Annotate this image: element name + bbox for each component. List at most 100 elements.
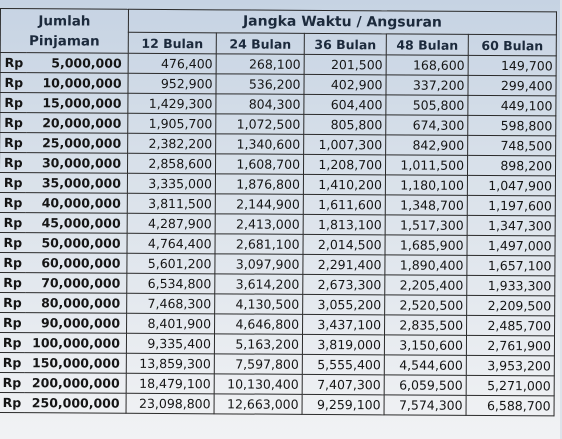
installment-cell: 805,800 [303,114,386,135]
currency-label: Rp [0,312,25,333]
installment-cell: 299,400 [467,75,557,96]
installment-cell: 4,764,400 [127,233,216,254]
installment-cell: 2,485,700 [466,315,555,336]
installment-cell: 952,900 [127,73,217,94]
installment-cell: 168,600 [386,54,469,76]
installment-cell: 2,014,500 [303,234,386,255]
installment-cell: 1,180,100 [385,174,468,196]
installment-cell: 1,497,000 [467,235,556,256]
installment-cell: 1,429,300 [127,93,216,114]
currency-label: Rp [0,52,27,73]
installment-cell: 2,761,900 [466,335,555,356]
installment-cell: 5,271,000 [466,375,555,396]
installment-cell: 1,608,700 [215,153,304,175]
loan-amount-cell: 30,000,000 [25,152,128,174]
installment-cell: 1,933,300 [466,275,555,296]
installment-cell: 1,517,300 [385,214,468,236]
term-header-36: 36 Bulan [304,33,387,55]
installment-cell: 7,468,300 [126,293,215,314]
installment-cell: 12,663,000 [214,393,303,415]
loan-amount-header: Jumlah Pinjaman [0,8,129,54]
installment-cell: 4,544,600 [384,354,467,376]
installment-cell: 674,300 [385,114,468,136]
currency-label: Rp [0,92,26,113]
installment-cell: 1,007,300 [303,134,386,155]
installment-cell: 1,657,100 [466,255,556,276]
installment-cell: 598,800 [467,115,556,136]
currency-label: Rp [0,152,26,173]
currency-label: Rp [0,112,26,133]
loan-installment-table: Jumlah Pinjaman Jangka Waktu / Angsuran … [0,8,557,416]
table-row: Rp 250,000,000 23,098,800 12,663,000 9,259,1… [0,392,555,416]
installment-cell: 476,400 [128,53,217,74]
installment-cell: 3,335,000 [127,173,216,194]
installment-cell: 3,819,000 [302,334,385,355]
installment-cell: 337,200 [385,74,469,96]
installment-cell: 1,611,600 [303,194,386,215]
installment-cell: 1,208,700 [303,154,386,175]
installment-cell: 201,500 [304,54,387,75]
installment-cell: 3,437,100 [302,314,385,335]
installment-cell: 1,890,400 [384,254,468,276]
currency-label: Rp [0,332,25,353]
installment-cell: 5,163,200 [214,333,303,355]
term-installment-header: Jangka Waktu / Angsuran [128,9,557,35]
installment-cell: 3,614,200 [214,273,303,295]
installment-cell: 1,905,700 [127,113,216,134]
installment-cell: 1,347,300 [467,215,556,236]
term-header-24: 24 Bulan [216,32,305,55]
installment-cell: 6,534,800 [126,273,215,294]
installment-cell: 5,601,200 [126,253,216,274]
loan-amount-cell: 20,000,000 [25,112,128,134]
installment-cell: 4,287,900 [127,213,216,234]
installment-cell: 7,407,300 [302,374,385,395]
loan-amount-cell: 25,000,000 [25,132,128,154]
installment-cell: 2,673,300 [302,274,385,295]
currency-label: Rp [0,212,26,233]
installment-cell: 402,900 [303,74,387,95]
loan-amount-cell: 80,000,000 [24,292,127,314]
loan-amount-cell: 35,000,000 [25,172,128,194]
currency-label: Rp [0,232,26,253]
installment-cell: 2,520,500 [384,294,467,316]
installment-cell: 3,097,900 [214,253,304,275]
table-body: Rp 5,000,000 476,400 268,100 201,500 168,600 1… [0,52,557,416]
installment-cell: 898,200 [467,155,556,176]
loan-amount-cell: 200,000,000 [24,372,127,394]
installment-cell: 1,011,500 [385,154,468,176]
currency-label: Rp [0,352,25,373]
installment-cell: 149,700 [468,55,557,76]
installment-cell: 9,335,400 [126,333,215,354]
currency-label: Rp [0,192,26,213]
loan-amount-cell: 70,000,000 [24,272,127,294]
installment-cell: 748,500 [467,135,556,156]
loan-amount-cell: 5,000,000 [26,52,129,74]
loan-amount-cell: 50,000,000 [25,232,128,254]
installment-cell: 2,681,100 [215,233,304,255]
installment-cell: 2,205,400 [384,274,467,296]
installment-cell: 2,413,000 [215,213,304,235]
installment-cell: 1,876,800 [215,173,304,195]
term-header-48: 48 Bulan [386,33,469,56]
term-header-60: 60 Bulan [468,34,557,56]
installment-cell: 3,811,500 [127,193,216,214]
currency-label: Rp [0,72,27,93]
loan-amount-header-line2: Pinjaman [28,32,100,50]
installment-cell: 2,835,500 [384,314,467,336]
installment-cell: 1,348,700 [385,194,468,216]
installment-cell: 1,072,500 [215,113,304,135]
currency-label: Rp [0,172,26,193]
installment-cell: 536,200 [215,73,305,95]
installment-cell: 842,900 [385,134,468,156]
installment-cell: 2,144,900 [215,193,304,215]
term-header-12: 12 Bulan [128,32,217,54]
installment-cell: 1,047,900 [467,175,556,196]
installment-cell: 604,400 [303,94,386,115]
currency-label: Rp [0,272,25,293]
loan-amount-cell: 60,000,000 [24,252,128,274]
currency-label: Rp [0,132,26,153]
installment-cell: 10,130,400 [214,373,303,395]
installment-cell: 7,597,800 [214,353,303,375]
loan-amount-cell: 15,000,000 [25,92,128,114]
